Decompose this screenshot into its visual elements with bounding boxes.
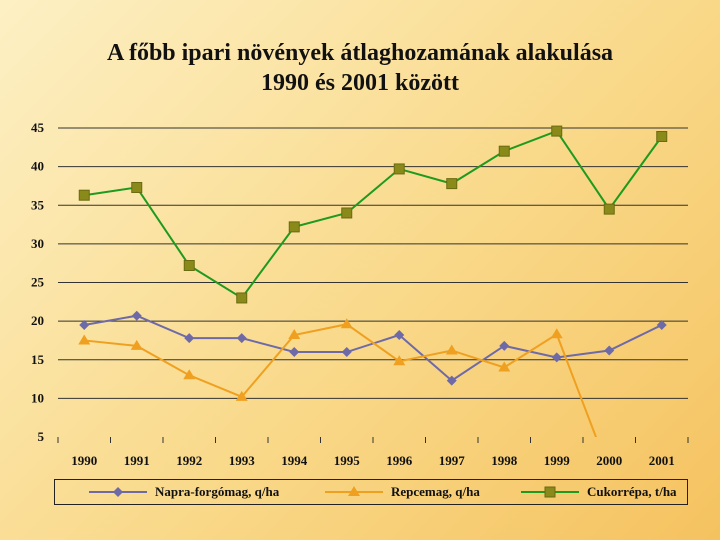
y-tick-label: 15 [31,352,45,367]
y-tick-label: 10 [31,390,44,405]
data-point-0-11 [656,319,667,330]
data-point-1-4 [288,329,301,340]
data-point-1-3 [235,390,248,401]
y-tick-label: 20 [31,313,44,328]
y-tick-label: 25 [31,275,45,290]
x-tick-label: 1991 [124,453,150,468]
data-point-2-10 [603,203,615,215]
chart-title: A főbb ipari növények átlaghozamának ala… [0,38,720,98]
data-point-1-1 [130,339,143,350]
data-point-1-7 [445,344,458,355]
data-point-0-9 [551,352,562,363]
data-point-2-9 [551,125,563,137]
legend-label-2: Cukorrépa, t/ha [587,484,677,499]
y-tick-label: 45 [31,120,45,135]
y-tick-label: 30 [31,236,44,251]
series [78,125,668,437]
x-tick-label: 1999 [544,453,571,468]
x-tick-label: 1997 [439,453,466,468]
series-line-2 [84,129,663,300]
chart-title-line-2: 1990 és 2001 között [261,70,459,96]
data-point-0-10 [604,345,615,356]
data-point-0-8 [499,340,510,351]
data-point-0-2 [184,333,195,344]
data-point-0-0 [79,319,90,330]
data-point-2-2 [183,260,195,272]
legend-swatch-2 [521,486,579,498]
data-point-2-6 [393,163,405,175]
data-point-1-5 [340,318,353,329]
data-point-2-3 [236,292,248,304]
series-2 [78,125,668,304]
data-point-0-4 [289,347,300,358]
y-tick-label: 40 [31,159,44,174]
legend-swatch-0 [89,487,147,497]
legend: Napra-forgómag, q/ha Repcemag, q/ha Cuko… [54,479,688,505]
series-line-0 [84,314,663,382]
data-point-0-7 [446,375,457,386]
data-point-0-6 [394,330,405,341]
data-point-1-6 [393,355,406,366]
x-tick-label: 1998 [491,453,518,468]
series-1 [78,318,598,437]
x-tick-label: 2001 [649,453,675,468]
data-point-2-1 [131,181,143,193]
legend-label-0: Napra-forgómag, q/ha [155,484,280,499]
y-tick-label: 35 [31,197,45,212]
legend-label-1: Repcemag, q/ha [391,484,480,499]
data-point-1-9 [550,328,563,339]
x-tick-label: 1990 [71,453,97,468]
x-tick-label: 1995 [334,453,361,468]
gridlines [58,127,688,399]
axes: 5 10 15 20 25 30 35 40 45 1990 1991 1992 1993 1994 199… [31,120,689,468]
series-0 [79,310,667,386]
legend-swatch-1 [325,486,383,496]
data-point-1-0 [78,334,91,345]
data-point-2-11 [656,130,668,142]
x-tick-label: 1993 [229,453,256,468]
x-tick-label: 2000 [596,453,622,468]
chart-title-line-1: A főbb ipari növények átlaghozamának ala… [106,40,614,66]
data-point-2-0 [78,189,90,201]
data-point-1-2 [183,369,196,380]
x-tick-label: 1994 [281,453,308,468]
data-point-0-3 [236,333,247,344]
data-point-2-8 [498,145,510,157]
x-tick-label: 1996 [386,453,413,468]
data-point-0-1 [131,310,142,321]
data-point-2-7 [446,178,458,190]
x-tick-label: 1992 [176,453,202,468]
y-tick-label: 5 [38,429,45,444]
data-point-2-5 [341,207,353,219]
data-point-1-8 [498,361,511,372]
data-point-0-5 [341,347,352,358]
data-point-2-4 [288,221,300,233]
